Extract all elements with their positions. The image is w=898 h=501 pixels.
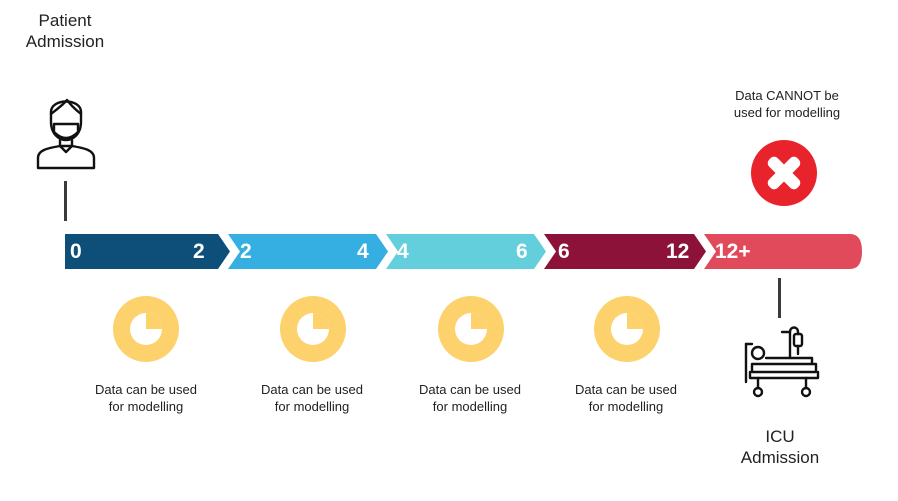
segment-1-start: 2 (240, 240, 252, 263)
exclusion-line2: used for modelling (733, 105, 841, 120)
segment-3-note-line2: for modelling (588, 399, 664, 414)
segment-0-start: 0 (70, 240, 82, 263)
segment-0-note: Data can be used for modelling (71, 381, 221, 415)
clock-icon (594, 296, 660, 362)
icu-admission-line1: ICU (765, 427, 795, 446)
segment-2-note-line2: for modelling (432, 399, 508, 414)
timeline-segment-4-6 (386, 234, 546, 269)
segment-3-end: 12 (666, 240, 690, 263)
icu-admission-line2: Admission (740, 448, 820, 467)
exclusion-label: Data CANNOT be used for modelling (712, 87, 862, 121)
segment-2-end: 6 (516, 240, 528, 263)
segment-1-note-line1: Data can be used (261, 382, 363, 397)
end-connector-line (778, 278, 781, 318)
clock-icon (113, 296, 179, 362)
segment-1-end: 4 (357, 240, 369, 263)
patient-icon (36, 98, 96, 170)
icu-admission-label: ICU Admission (730, 426, 830, 468)
segment-2-start: 4 (397, 240, 409, 263)
segment-3-note-line1: Data can be used (575, 382, 677, 397)
start-connector-line (64, 181, 67, 221)
timeline-segment-6-12 (544, 234, 706, 269)
timeline-segment-0-2 (65, 234, 230, 269)
segment-2-note: Data can be used for modelling (395, 381, 545, 415)
segment-0-note-line2: for modelling (108, 399, 184, 414)
hospital-bed-icon (744, 326, 820, 398)
patient-admission-line2: Admission (25, 32, 105, 51)
timeline-segment-2-4 (228, 234, 388, 269)
segment-1-note-line2: for modelling (274, 399, 350, 414)
clock-icon (280, 296, 346, 362)
patient-admission-label: Patient Admission (15, 10, 115, 52)
segment-0-end: 2 (193, 240, 205, 263)
segment-1-note: Data can be used for modelling (237, 381, 387, 415)
segment-2-note-line1: Data can be used (419, 382, 521, 397)
segment-4-start: 12+ (715, 240, 751, 263)
segment-0-note-line1: Data can be used (95, 382, 197, 397)
exclusion-line1: Data CANNOT be (735, 88, 839, 103)
clock-icon (438, 296, 504, 362)
segment-3-note: Data can be used for modelling (551, 381, 701, 415)
patient-admission-line1: Patient (38, 11, 92, 30)
red-cross-icon (751, 140, 817, 206)
segment-3-start: 6 (558, 240, 570, 263)
timeline-segment-12-plus (704, 234, 862, 269)
